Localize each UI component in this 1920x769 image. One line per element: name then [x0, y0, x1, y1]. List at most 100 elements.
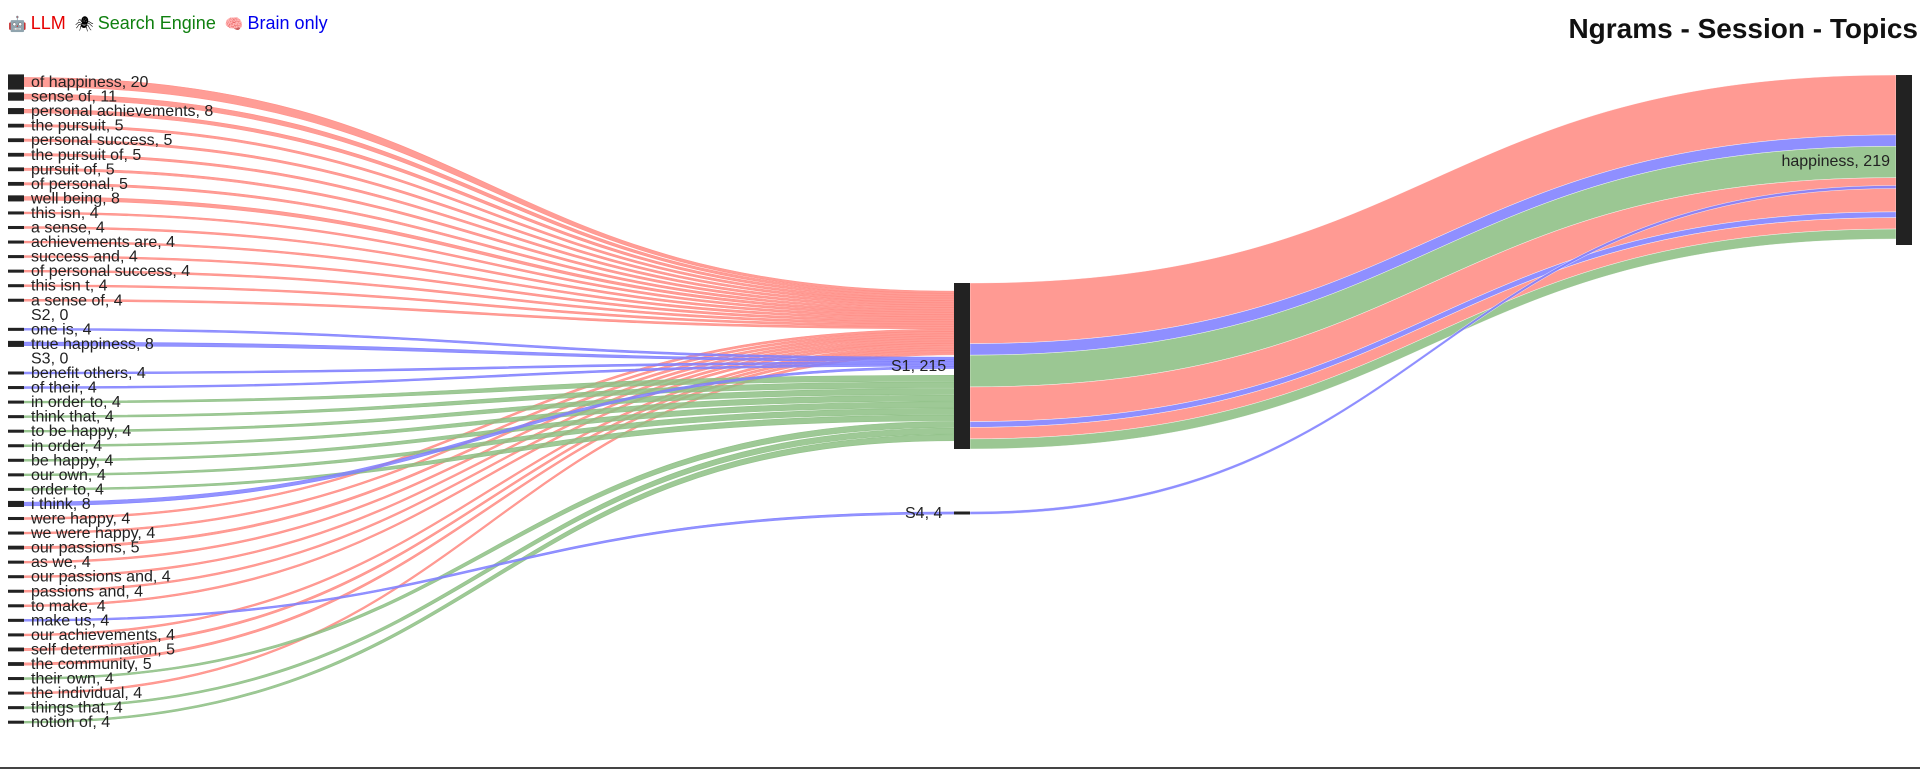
- ngram-label-the-pursuit-of-5: the pursuit of, 5: [31, 147, 141, 164]
- ngram-node-well-being-8: [8, 195, 24, 202]
- ngram-label-passions-and-4: passions and, 4: [31, 583, 143, 600]
- ngram-node-the-community-5: [8, 662, 24, 666]
- ngram-node-achievements-are-4: [8, 240, 24, 244]
- link-ngram-the-pursuit-of-5: [23, 153, 955, 306]
- ngram-label-their-own-4: their own, 4: [31, 671, 114, 688]
- ngram-node-we-were-happy-4: [8, 531, 24, 535]
- topic-label-happiness: happiness, 219: [1781, 153, 1890, 170]
- ngram-label-the-pursuit-5: the pursuit, 5: [31, 118, 124, 135]
- ngram-node-order-to-4: [8, 487, 24, 491]
- ngram-node-notion-of-4: [8, 720, 24, 724]
- session-label-s1: S1, 215: [891, 358, 946, 375]
- ngram-label-one-is-4: one is, 4: [31, 321, 92, 338]
- ngram-node-our-passions-5: [8, 545, 24, 550]
- ngram-label-notion-of-4: notion of, 4: [31, 714, 110, 731]
- brain-icon: 🧠: [224, 15, 244, 33]
- ngram-label-the-individual-4: the individual, 4: [31, 685, 142, 702]
- ngram-node-a-sense-4: [8, 225, 24, 230]
- ngram-label-a-sense-4: a sense, 4: [31, 220, 105, 237]
- ngram-node-the-pursuit-5: [8, 123, 24, 128]
- ngram-label-think-that-4: think that, 4: [31, 409, 114, 426]
- ngram-label-pursuit-of-5: pursuit of, 5: [31, 161, 115, 178]
- ngram-label-in-order-4: in order, 4: [31, 438, 102, 455]
- ngram-node-personal-achievements-8: [8, 108, 24, 115]
- ngram-node-in-order-4: [8, 444, 24, 448]
- ngram-node-of-happiness-20: [8, 74, 24, 90]
- ngram-node-their-own-4: [8, 677, 24, 681]
- ngram-label-success-and-4: success and, 4: [31, 249, 138, 266]
- ngram-node-this-isn-t-4: [8, 284, 24, 288]
- ngram-node-personal-success-5: [8, 138, 24, 143]
- ngram-label-of-personal-success-4: of personal success, 4: [31, 263, 190, 280]
- ngram-node-the-individual-4: [8, 691, 24, 695]
- ngram-label-s2-0: S2, 0: [31, 307, 68, 324]
- robot-icon: 🤖: [8, 15, 27, 33]
- ngram-node-self-determination-5: [8, 647, 24, 652]
- ngram-label-our-passions-5: our passions, 5: [31, 540, 140, 557]
- ngram-node-the-pursuit-of-5: [8, 152, 24, 157]
- ngram-node-one-is-4: [8, 327, 24, 331]
- ngram-label-of-their-4: of their, 4: [31, 380, 97, 397]
- ngram-label-of-personal-5: of personal, 5: [31, 176, 128, 193]
- ngram-node-make-us-4: [8, 618, 24, 622]
- ngram-label-s3-0: S3, 0: [31, 350, 68, 367]
- ngram-label-as-we-4: as we, 4: [31, 554, 91, 571]
- link-ngram-make-us-4: [23, 511, 955, 622]
- ngram-label-things-that-4: things that, 4: [31, 700, 123, 717]
- legend-item-llm: 🤖 LLM: [8, 13, 66, 34]
- ngram-label-our-achievements-4: our achievements, 4: [31, 627, 175, 644]
- ngram-label-personal-success-5: personal success, 5: [31, 132, 173, 149]
- ngram-label-this-isn-t-4: this isn t, 4: [31, 278, 108, 295]
- ngram-node-benefit-others-4: [8, 371, 24, 375]
- ngram-node-of-personal-success-4: [8, 269, 24, 273]
- ngram-label-benefit-others-4: benefit others, 4: [31, 365, 146, 382]
- ngram-node-pursuit-of-5: [8, 167, 24, 172]
- ngram-node-to-be-happy-4: [8, 429, 24, 433]
- legend: 🤖 LLM 🕷 Search Engine 🧠 Brain only: [8, 13, 337, 34]
- spider-icon: 🕷: [74, 15, 94, 33]
- ngram-label-we-were-happy-4: we were happy, 4: [30, 525, 155, 542]
- session-label-s4: S4, 4: [905, 505, 942, 522]
- ngram-node-a-sense-of-4: [8, 298, 24, 302]
- ngram-label-of-happiness-20: of happiness, 20: [31, 74, 149, 91]
- legend-label: Search Engine: [97, 13, 216, 33]
- ngram-node-as-we-4: [8, 560, 24, 564]
- ngram-node-success-and-4: [8, 255, 24, 259]
- ngram-node-of-personal-5: [8, 181, 24, 186]
- ngram-node-were-happy-4: [8, 516, 24, 521]
- ngram-label-to-make-4: to make, 4: [31, 598, 106, 615]
- ngram-label-this-isn-4: this isn, 4: [31, 205, 99, 222]
- ngram-node-our-achievements-4: [8, 633, 24, 637]
- chart-title: Ngrams - Session - Topics: [1568, 13, 1918, 44]
- ngram-label-order-to-4: order to, 4: [31, 481, 104, 498]
- ngram-node-in-order-to-4: [8, 400, 24, 404]
- legend-item-search-engine: 🕷 Search Engine: [75, 13, 216, 34]
- ngram-label-true-happiness-8: true happiness, 8: [31, 336, 154, 353]
- ngram-label-be-happy-4: be happy, 4: [31, 452, 114, 469]
- ngram-label-the-community-5: the community, 5: [31, 656, 152, 673]
- topic-node-happiness: [1896, 75, 1912, 245]
- ngram-node-be-happy-4: [8, 458, 24, 462]
- legend-item-brain-only: 🧠 Brain only: [225, 13, 328, 34]
- legend-label: Brain only: [247, 13, 328, 33]
- ngram-node-our-own-4: [8, 473, 24, 477]
- ngram-label-were-happy-4: were happy, 4: [30, 511, 130, 528]
- ngram-node-to-make-4: [8, 604, 24, 608]
- ngram-label-our-passions-and-4: our passions and, 4: [31, 569, 171, 586]
- ngram-label-to-be-happy-4: to be happy, 4: [31, 423, 131, 440]
- ngram-node-think-that-4: [8, 415, 24, 419]
- ngram-node-true-happiness-8: [8, 340, 24, 347]
- legend-label: LLM: [30, 13, 66, 33]
- session-node-s1: [954, 283, 970, 449]
- ngram-node-i-think-8: [8, 500, 24, 507]
- ngram-node-our-passions-and-4: [8, 575, 24, 579]
- ngram-node-of-their-4: [8, 386, 24, 390]
- ngram-label-self-determination-5: self determination, 5: [31, 641, 175, 658]
- bottom-rule: [0, 767, 1920, 769]
- ngram-label-achievements-are-4: achievements are, 4: [31, 234, 175, 251]
- link-ngram-order-to-4: [23, 414, 955, 491]
- session-node-s4: [954, 511, 970, 515]
- ngram-label-sense-of-11: sense of, 11: [31, 89, 117, 106]
